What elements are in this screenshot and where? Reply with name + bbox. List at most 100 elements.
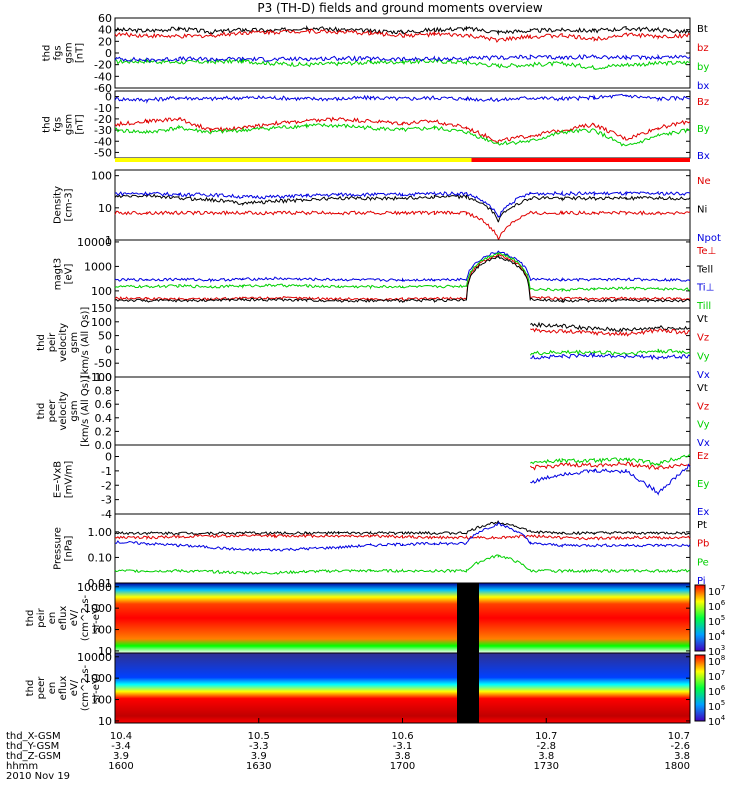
x-tick-label: 1700	[390, 761, 415, 772]
y-axis-label: gsm	[69, 332, 80, 353]
panel-frame	[114, 17, 691, 89]
y-axis-label: eV/	[69, 679, 80, 696]
y-axis-label: [eV]	[64, 264, 75, 285]
legend-Ey: Ey	[697, 479, 709, 490]
colorbar-tick-label: 106	[708, 599, 726, 613]
x-tick-label: 10.7	[535, 731, 557, 742]
colorbar-tick-label: 105	[708, 699, 725, 713]
series-line-Vx	[530, 352, 691, 361]
panel-frame	[114, 444, 691, 515]
legend-Till: Till	[696, 301, 711, 312]
y-axis-label: [mV/m]	[64, 461, 75, 499]
y-axis-label: [nT]	[75, 43, 86, 63]
y-axis-label: en	[47, 682, 58, 695]
y-axis-label: E=-VxB	[53, 461, 64, 498]
y-tick-label: 1000	[84, 602, 112, 615]
y-tick-label: 0.6	[95, 398, 113, 411]
y-axis-label: thd	[42, 45, 53, 62]
series-line-Vz	[530, 327, 691, 337]
y-axis-label: [cm-3]	[64, 188, 75, 221]
panel-7: 1.00.80.60.40.20.0 thd peer velocity gsm [km/…	[36, 371, 710, 452]
x-tick-label: 1630	[246, 761, 271, 772]
y-axis-label: [nPa]	[64, 535, 75, 561]
series-line-by	[114, 58, 691, 70]
y-axis-label: thd	[36, 334, 47, 351]
x-axis-row-label: thd_Y-GSM	[6, 741, 59, 752]
x-tick-label: 3.8	[674, 751, 690, 762]
legend-Ni: Ni	[697, 205, 707, 216]
x-axis: thd_X-GSM 10.4 10.5 10.6 10.7 10.7 thd_Y-GSM -3…	[6, 718, 691, 782]
y-tick-label: -20	[94, 113, 112, 126]
y-axis-label: velocity	[58, 391, 69, 430]
y-tick-label: 0.2	[95, 425, 113, 438]
y-tick-label: 40	[98, 24, 112, 37]
y-tick-label: 0.4	[95, 412, 113, 425]
spectrogram-gap	[457, 653, 479, 723]
y-tick-label: 10000	[77, 651, 112, 664]
y-axis-label: fgs	[53, 45, 64, 60]
x-tick-label: 10.6	[391, 731, 413, 742]
legend-Te⊥: Te⊥	[696, 246, 716, 257]
y-axis-label: (cm^2-s-	[80, 664, 91, 711]
x-tick-label: 1600	[108, 761, 133, 772]
series-line-Ey	[530, 453, 691, 467]
y-tick-label: 10000	[77, 236, 112, 249]
y-axis-label: (cm^2-s-	[80, 594, 91, 641]
x-tick-label: 1800	[665, 761, 690, 772]
x-axis-row-label: thd_Z-GSM	[6, 751, 61, 762]
colorbar-tick-label: 107	[708, 669, 725, 683]
colorbar-tick-label: 106	[708, 684, 726, 698]
legend-Ex: Ex	[697, 507, 709, 518]
series-line-Vt	[530, 321, 691, 333]
x-tick-label: 3.9	[113, 751, 129, 762]
panel-3	[115, 158, 690, 162]
panel-frame	[114, 376, 691, 446]
series-line-Ti⊥	[114, 250, 691, 283]
series-line-Pt	[114, 520, 691, 536]
series-line-Pi	[115, 520, 691, 552]
legend-Vx: Vx	[697, 438, 710, 449]
y-axis-label: velocity	[58, 323, 69, 362]
panel-8: 0-1-2 -3-4 E=-VxB [mV/m] Ez Ey Ex	[53, 444, 709, 521]
legend-Pt: Pt	[697, 520, 707, 531]
y-axis-label: eflux	[58, 676, 69, 701]
y-tick-label: 0	[105, 47, 112, 60]
legend-Vy: Vy	[697, 420, 710, 431]
chart-title: P3 (TH-D) fields and ground moments over…	[257, 1, 542, 15]
series-line-Till	[114, 252, 691, 293]
y-axis-label: [nT]	[75, 114, 86, 134]
legend-Tell: Tell	[696, 264, 713, 275]
y-tick-label: 0.8	[95, 385, 113, 398]
y-tick-label: -3	[101, 494, 112, 507]
legend-Pb: Pb	[697, 539, 709, 550]
y-tick-label: 1000	[84, 672, 112, 685]
y-axis-label: fgs	[53, 117, 64, 132]
y-axis-label: [km/s (All Qs)]	[80, 307, 91, 379]
y-axis-label: peer	[47, 399, 58, 423]
x-tick-label: 10.7	[668, 731, 690, 742]
series-line-bz	[114, 28, 691, 43]
y-axis-label: Density	[53, 186, 64, 224]
panel-frame	[114, 307, 691, 378]
series-line-Pe	[114, 554, 691, 575]
y-tick-label: 0.01	[88, 577, 113, 590]
y-tick-label: -40	[94, 70, 112, 83]
panel-9: 1.00 0.10 0.01 Pressure [nPa] Pt Pb Pe Pi	[53, 513, 709, 590]
y-axis-label: [km/s (All Qs)]	[80, 375, 91, 447]
y-axis-label: sr-eV)	[91, 673, 102, 702]
series-line-Pb	[114, 532, 691, 541]
y-tick-label: 100	[91, 170, 112, 183]
legend-Bx: Bx	[697, 151, 710, 162]
y-tick-label: 0	[105, 91, 112, 104]
series-line-Ni	[114, 193, 691, 223]
legend-Vz: Vz	[697, 333, 709, 344]
legend-By: By	[697, 124, 710, 135]
y-tick-label: 20	[98, 35, 112, 48]
series-line-Tell	[114, 255, 691, 304]
y-tick-label: 100	[91, 624, 112, 637]
legend-Ne: Ne	[697, 176, 711, 187]
x-tick-label: -2.8	[536, 741, 556, 752]
